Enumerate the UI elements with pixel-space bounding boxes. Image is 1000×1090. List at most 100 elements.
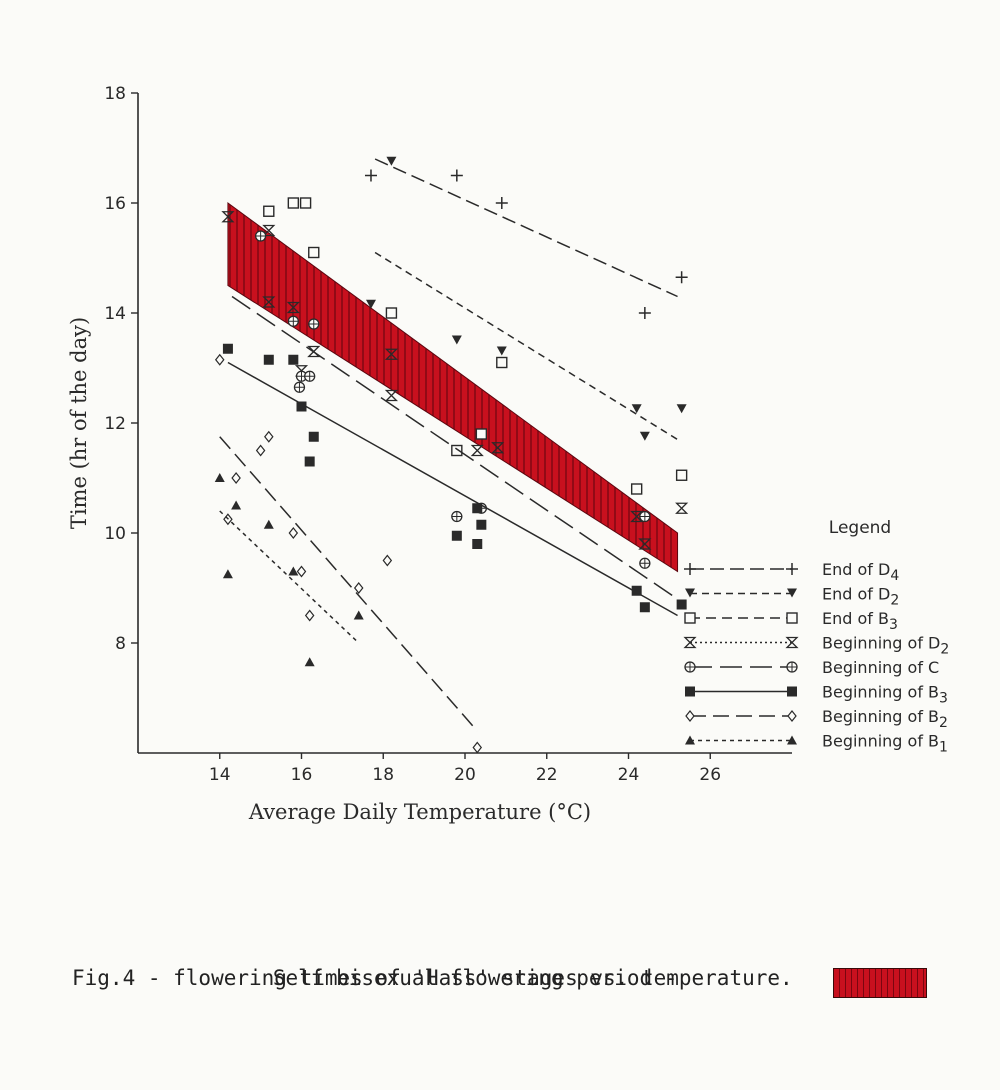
series-beginning-of-b3-point [472,503,483,514]
series-beginning-of-d2-point [638,538,652,550]
series-beginning-of-b1-point [304,657,315,667]
series-beginning-of-b1-point [288,566,299,576]
series-end-of-d4 [364,158,688,319]
series-beginning-of-b3-point [222,343,233,354]
diamond-marker-shape [382,554,393,567]
tri-up-marker-shape [304,657,315,667]
plus-marker-shape [684,563,696,575]
series-beginning-of-b3-point [676,599,687,610]
diamond-marker-shape [288,527,299,539]
legend-beginning-of-c-marker-left [684,661,696,673]
tri-down-marker-shape [386,156,397,166]
series-beginning-of-b2-point [231,472,241,484]
legend-end-of-d2-marker-right [787,588,797,598]
series-beginning-of-b3-point [631,585,642,596]
caption-line-2: Self bisexual flowering period - [272,966,678,990]
flowering-times-chart: 8 10 12 14 16 18 14 16 18 20 22 24 26 Average Daily T… [67,84,949,824]
hourglass-marker-shape [470,444,484,457]
circle-cross-shape [255,231,266,241]
square-filled-marker-shape [631,585,642,596]
flowering-period-swatch [833,968,927,998]
series-beginning-of-b3-point [296,401,307,412]
series-beginning-of-d2-point [491,442,505,454]
diamond-marker-shape [255,444,266,457]
square-filled-marker-shape [639,602,650,613]
series-beginning-of-b2-point [472,741,483,754]
diamond-marker-shape [685,710,695,722]
series-beginning-of-b3 [222,343,687,617]
self-bisexual-flowering-band [227,202,679,573]
legend-end-of-b3: End of B3 [684,609,898,633]
figure-caption: Fig.4 - flowering times of 'Hass' stages… [72,898,972,1090]
x-tick-label: 26 [699,765,721,785]
series-end-of-b3-point [451,444,463,457]
series-beginning-of-b3-point [304,456,315,467]
series-beginning-of-b3-point [639,602,650,613]
series-end-of-d4-point [450,169,463,182]
tri-down-marker-shape [787,588,797,598]
series-beginning-of-b2-point [264,430,274,443]
diamond-marker-shape [472,741,483,754]
legend-beginning-of-b2-label: Beginning of B2 [822,707,948,731]
hourglass-marker-shape [785,636,799,649]
series-beginning-of-b1-point [231,500,242,510]
legend-end-of-d4-label: End of D4 [822,560,899,584]
series-end-of-d4-point [495,197,508,209]
y-tick-label: 14 [104,304,126,324]
series-end-of-b3-point [496,356,508,369]
square-open-marker-shape [675,469,688,481]
series-beginning-of-b3-point [476,519,487,530]
y-tick-label: 16 [104,194,126,214]
legend-beginning-of-b3-marker-right [787,686,797,697]
series-end-of-d4-point [364,169,377,182]
series-beginning-of-b2-point [296,565,307,578]
square-filled-marker-shape [787,686,797,697]
circle-cross-shape [787,662,797,672]
legend-beginning-of-c: Beginning of C [684,658,939,677]
series-beginning-of-b3-point [288,354,299,365]
square-filled-marker-shape [296,401,307,412]
series-beginning-of-b2 [214,353,483,754]
legend-beginning-of-b1-label: Beginning of B1 [822,732,948,756]
legend-end-of-b3-label: End of B3 [822,609,898,633]
series-beginning-of-b1-point [214,473,225,482]
series-beginning-of-d2-point [630,510,644,523]
y-tick-label: 12 [104,414,126,434]
x-tick-label: 24 [618,765,640,785]
square-open-marker-shape [684,612,696,624]
series-beginning-of-b3-point [472,539,483,549]
y-tick-label: 10 [104,524,126,544]
legend-end-of-d4: End of D4 [684,560,899,584]
series-end-of-d2-point [386,156,397,166]
plus-marker-shape [675,271,688,284]
series-beginning-of-b2-point [304,609,315,622]
hourglass-marker-shape [384,389,398,402]
diamond-marker-shape [296,565,307,578]
square-open-marker-shape [385,307,398,319]
series-end-of-d2-point [365,299,376,309]
series-end-of-b3-point [308,246,320,259]
y-tick-label: 18 [104,84,126,104]
plus-marker-shape [638,307,651,319]
plus-marker-shape [495,197,508,209]
series-beginning-of-b3-point [451,530,462,541]
legend-end-of-b3-marker-right [786,612,798,624]
diamond-marker-shape [264,430,274,443]
hourglass-marker-shape [675,502,689,514]
tri-up-marker-shape [787,735,797,745]
tri-down-marker-shape [496,346,507,356]
tri-down-marker-shape [676,404,687,414]
x-tick-label: 14 [209,765,231,785]
square-open-marker-shape [308,246,320,259]
tri-up-marker-shape [222,569,233,579]
circle-cross-shape [304,371,315,382]
x-tick-label: 20 [454,765,476,785]
legend-end-of-b3-marker-left [684,612,696,624]
square-filled-marker-shape [263,354,274,365]
legend-beginning-of-d2: Beginning of D2 [683,634,949,658]
series-end-of-d2-point [676,404,687,414]
series-end-of-d4-point [675,271,688,284]
series-beginning-of-d2-point [384,389,398,402]
series-end-of-d2-point [496,346,507,356]
series-end-of-d2-point [639,431,650,441]
